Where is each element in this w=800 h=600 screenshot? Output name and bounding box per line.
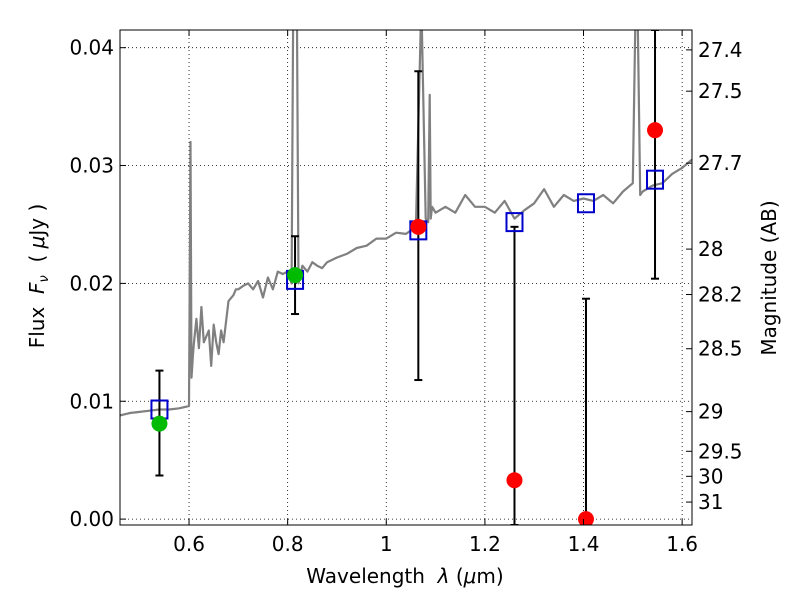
y-tick-label: 0.00 (69, 507, 114, 531)
y-tick-label: 0.03 (69, 154, 114, 178)
detection-point (287, 267, 304, 284)
y-tick-label: 0.02 (69, 271, 114, 295)
nondetection-point (647, 122, 664, 139)
grid (120, 30, 692, 525)
mag-tick-label: 31 (698, 490, 723, 514)
mag-tick-label: 28.5 (698, 337, 743, 361)
mag-tick-label: 27.4 (698, 38, 743, 62)
mag-tick-label: 27.5 (698, 79, 743, 103)
model-flux-square (505, 212, 524, 233)
x-tick-label: 1.6 (666, 532, 698, 556)
right-axis-title: Magnitude (AB) (757, 200, 781, 355)
mag-tick-label: 29.5 (698, 439, 743, 463)
nondetection-point (577, 511, 594, 525)
spectrum-polyline (120, 30, 692, 417)
mag-tick-label: 28.2 (698, 283, 743, 307)
x-tick-label: 0.6 (173, 532, 205, 556)
x-axis-title: Wavelength λ (μm) (306, 564, 503, 588)
model-flux-square (576, 193, 595, 214)
data-markers (150, 122, 665, 525)
axis-ticks: 0.6 0.8 1 1.2 1.4 1.6 0.00 0.01 0.02 0.03 0.04 27.4… (69, 30, 743, 556)
detection-point (151, 415, 168, 432)
spectrum-line (120, 30, 692, 417)
model-flux-square (646, 169, 665, 190)
mag-tick-label: 28 (698, 237, 723, 261)
x-tick-label: 1.2 (469, 532, 501, 556)
nondetection-point (410, 218, 427, 235)
y-tick-label: 0.04 (69, 36, 114, 60)
mag-tick-label: 30 (698, 464, 723, 488)
y-axis-title: Flux Fν ( μJy ) (25, 204, 52, 349)
x-tick-label: 1.4 (568, 532, 600, 556)
nondetection-point (506, 472, 523, 489)
x-tick-label: 1 (380, 532, 393, 556)
plot-frame (119, 29, 693, 526)
mag-tick-label: 29 (698, 400, 723, 424)
y-tick-label: 0.01 (69, 389, 114, 413)
x-tick-label: 0.8 (272, 532, 304, 556)
mag-tick-label: 27.7 (698, 151, 743, 175)
